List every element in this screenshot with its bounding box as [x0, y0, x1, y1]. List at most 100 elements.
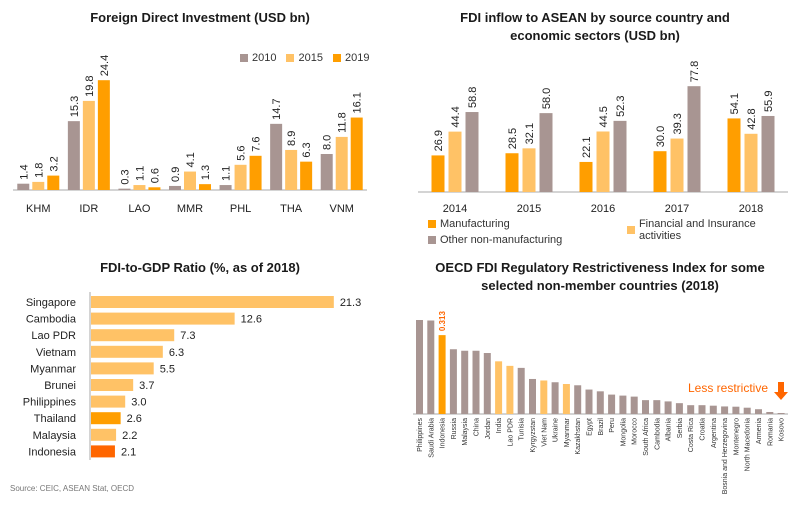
chart2-bar-2014-1	[448, 131, 462, 192]
chart3-title: FDI-to-GDP Ratio (%, as of 2018)	[100, 260, 300, 275]
chart4-x-tick-Bosnia and Herzegovina: Bosnia and Herzegovina	[722, 418, 729, 494]
chart1-data-label-VNM-2010: 8.0	[322, 135, 334, 150]
chart1-data-label-PHL-2015: 5.6	[236, 146, 248, 161]
chart2-data-label-2017-2: 77.8	[689, 61, 701, 82]
chart4-x-tick-Tunisia: Tunisia	[519, 418, 526, 440]
chart3-y-tick-Malaysia: Malaysia	[33, 430, 77, 442]
chart1-data-label-MMR-2015: 4.1	[185, 152, 197, 167]
chart2-x-tick-2014: 2014	[443, 203, 467, 215]
chart1-legend: 2010 2015 2019	[240, 52, 369, 64]
legend-label-2010: 2010	[252, 52, 277, 64]
chart1-bar-PHL-2015	[234, 164, 247, 190]
chart2-title: FDI inflow to ASEAN by source country an…	[460, 10, 730, 43]
chart1-bar-KHM-2010	[17, 183, 30, 190]
chart3-y-tick-Indonesia: Indonesia	[28, 446, 77, 458]
legend-swatch-2010	[240, 54, 248, 62]
chart4-bar-Brazil	[596, 391, 604, 414]
chart2-x-tick-2015: 2015	[517, 203, 541, 215]
chart2-x-tick-2016: 2016	[591, 203, 615, 215]
chart3-bar-Myanmar	[91, 362, 154, 375]
chart2-bar-2016-0	[579, 161, 593, 192]
chart4-x-tick-Indonesia: Indonesia	[440, 418, 447, 448]
chart4-x-tick-Malaysia: Malaysia	[462, 418, 469, 446]
chart3-bar-Vietnam	[91, 345, 163, 358]
chart2-data-label-2018-2: 55.9	[763, 91, 775, 112]
chart1-bar-THA-2015	[285, 149, 298, 190]
chart1-bar-THA-2019	[300, 161, 313, 190]
chart4-x-tick-Mongolia: Mongolia	[620, 418, 627, 447]
chart2-bar-2018-2	[761, 115, 775, 192]
chart3-bar-Lao PDR	[91, 329, 175, 342]
chart3-bar-Brunei	[91, 379, 134, 391]
chart4-bar-North Macedonia	[743, 407, 751, 414]
chart3-data-label-Lao PDR: 7.3	[180, 330, 195, 342]
chart4-bar-Morocco	[630, 396, 638, 414]
chart3-y-tick-Singapore: Singapore	[26, 297, 76, 309]
chart4-x-tick-China: China	[474, 418, 481, 436]
chart4-x-tick-Croatia: Croatia	[700, 418, 707, 441]
chart2-data-label-2014-2: 58.8	[467, 87, 479, 108]
chart4-bar-Ukraine	[551, 382, 559, 414]
chart4-bar-China	[472, 350, 480, 414]
chart4-bar-South Africa	[642, 400, 649, 414]
chart4-bar-Kyrgyzstan	[529, 378, 536, 414]
chart4-bar-Serbia	[675, 403, 683, 414]
legend-label-financial: Financial and Insurance activities	[638, 218, 756, 242]
chart3-data-label-Cambodia: 12.6	[241, 314, 262, 326]
chart2-bar-2018-1	[744, 133, 758, 192]
chart3-data-label-Vietnam: 6.3	[169, 347, 184, 359]
chart1-data-label-PHL-2019: 7.6	[251, 137, 263, 152]
chart4-bar-Kosovo	[777, 412, 785, 414]
source-note: Source: CEIC, ASEAN Stat, OECD	[10, 484, 135, 493]
chart1-bar-IDR-2010	[67, 121, 80, 190]
chart4-x-tick-Morocco: Morocco	[632, 418, 639, 445]
chart3-bar-Singapore	[91, 296, 334, 308]
chart1-data-label-LAO-2010: 0.3	[119, 169, 131, 184]
chart3-y-tick-Philippines: Philippines	[23, 397, 77, 409]
chart4-bar-Lao PDR	[506, 365, 514, 414]
chart4-x-tick-Serbia: Serbia	[677, 418, 684, 438]
chart4-bar-Saudi Arabia	[427, 320, 435, 414]
chart2-bar-2016-2	[613, 120, 627, 192]
chart4-bar-India	[495, 361, 503, 414]
chart4-x-tick-Kosovo: Kosovo	[779, 418, 786, 441]
chart1-x-tick-MMR: MMR	[177, 203, 203, 215]
chart2-bar-2015-2	[539, 113, 553, 192]
chart4-x-tick-Costa Rica: Costa Rica	[688, 418, 695, 452]
chart2-data-label-2015-2: 58.0	[541, 88, 553, 109]
chart2-data-label-2016-0: 22.1	[581, 137, 593, 158]
chart4-highlight-label: 0.313	[438, 311, 447, 332]
chart1-bar-LAO-2015	[133, 185, 146, 190]
chart4-bar-Costa Rica	[687, 405, 695, 414]
chart2-data-label-2014-1: 44.4	[450, 106, 462, 127]
chart4-bar-Argentina	[709, 405, 717, 414]
chart2-data-label-2014-0: 26.9	[433, 130, 445, 151]
chart4-bar-Philippines	[416, 320, 423, 414]
chart1-bar-MMR-2015	[184, 171, 196, 190]
chart1-bar-LAO-2019	[148, 187, 161, 190]
chart1-bar-THA-2010	[270, 123, 283, 190]
chart1-bar-LAO-2010	[118, 188, 131, 190]
chart4-x-tick-Viet Nam: Viet Nam	[541, 418, 548, 447]
chart4-x-tick-Kazakhstan: Kazakhstan	[575, 418, 582, 455]
chart1-data-label-KHM-2015: 1.8	[33, 163, 45, 178]
chart4-x-tick-Montenegro: Montenegro	[733, 418, 740, 455]
chart1-data-label-MMR-2010: 0.9	[170, 167, 182, 182]
chart4-x-tick-North Macedonia: North Macedonia	[745, 418, 752, 471]
chart1-data-label-VNM-2015: 11.8	[337, 112, 349, 133]
chart4-x-tick-Argentina: Argentina	[711, 418, 718, 448]
chart1-bar-KHM-2015	[32, 181, 45, 190]
chart2-bar-2017-1	[670, 138, 684, 192]
chart1-bar-MMR-2010	[169, 185, 181, 190]
chart4-bar-Cambodia	[653, 400, 661, 414]
chart2-bar-2015-0	[505, 153, 519, 192]
chart2-bar-2018-0	[727, 118, 741, 192]
chart3-y-tick-Lao PDR: Lao PDR	[31, 330, 76, 342]
down-arrow-icon-shaft	[778, 382, 784, 392]
chart4-bar-Albania	[664, 401, 672, 414]
chart2-bar-2015-1	[522, 148, 536, 192]
chart2-bar-2017-2	[687, 86, 701, 192]
legend-label-manufacturing: Manufacturing	[440, 218, 510, 230]
chart4-bar-Jordan	[483, 353, 491, 414]
